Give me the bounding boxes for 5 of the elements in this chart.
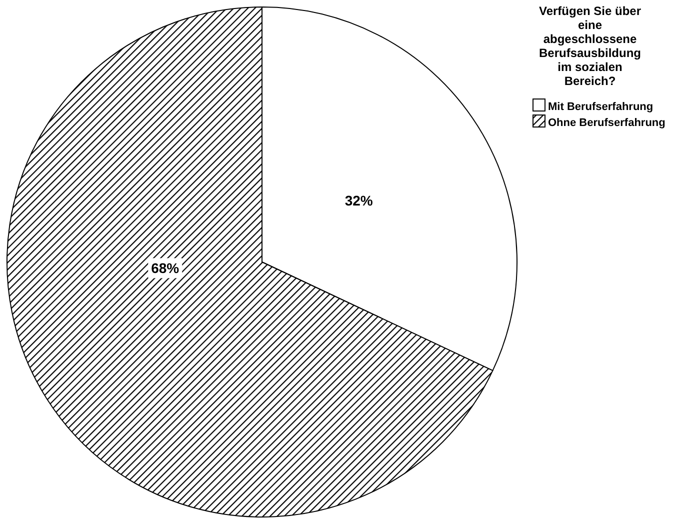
- legend-label: Ohne Berufserfahrung: [548, 117, 666, 129]
- legend-title: Verfügen Sie über eine abgeschlossene Berufsausbildung im sozialen Bereich?: [538, 4, 642, 88]
- data-label: 32%: [344, 192, 374, 209]
- data-label: 68%: [151, 260, 180, 276]
- legend-label: Mit Berufserfahrung: [548, 101, 654, 113]
